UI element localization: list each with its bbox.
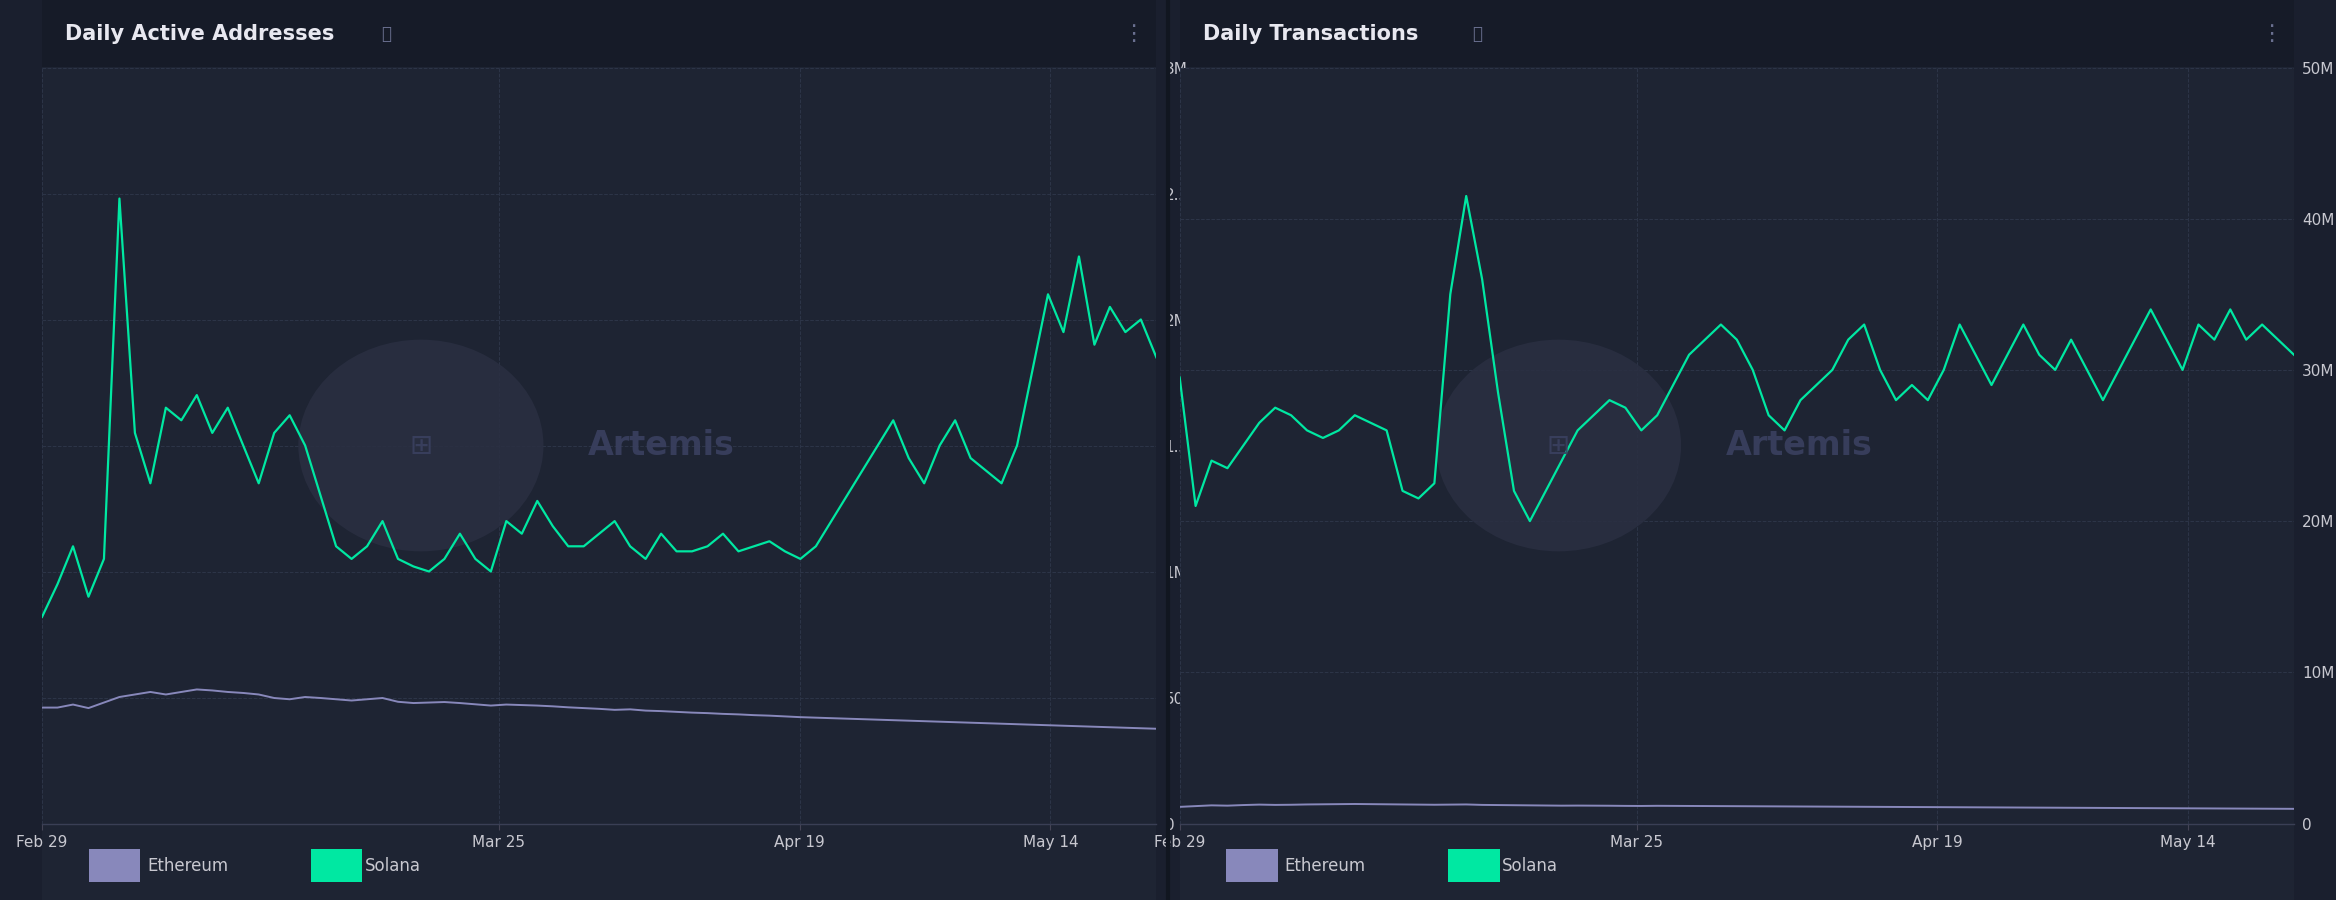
Text: ⊞: ⊞ [1546, 431, 1570, 460]
Text: ⓘ: ⓘ [1472, 24, 1481, 42]
Text: ⊞: ⊞ [409, 431, 432, 460]
Text: Daily Active Addresses: Daily Active Addresses [65, 23, 334, 44]
Text: Solana: Solana [364, 857, 420, 875]
Text: ⋮: ⋮ [2259, 23, 2282, 44]
Ellipse shape [299, 339, 544, 552]
Text: Daily Transactions: Daily Transactions [1203, 23, 1418, 44]
Text: Artemis: Artemis [589, 429, 736, 462]
Text: Ethereum: Ethereum [1285, 857, 1367, 875]
Text: ⓘ: ⓘ [381, 24, 390, 42]
Text: Artemis: Artemis [1726, 429, 1873, 462]
Text: Ethereum: Ethereum [147, 857, 229, 875]
Text: ⋮: ⋮ [1121, 23, 1145, 44]
Text: Solana: Solana [1502, 857, 1558, 875]
Ellipse shape [1437, 339, 1682, 552]
